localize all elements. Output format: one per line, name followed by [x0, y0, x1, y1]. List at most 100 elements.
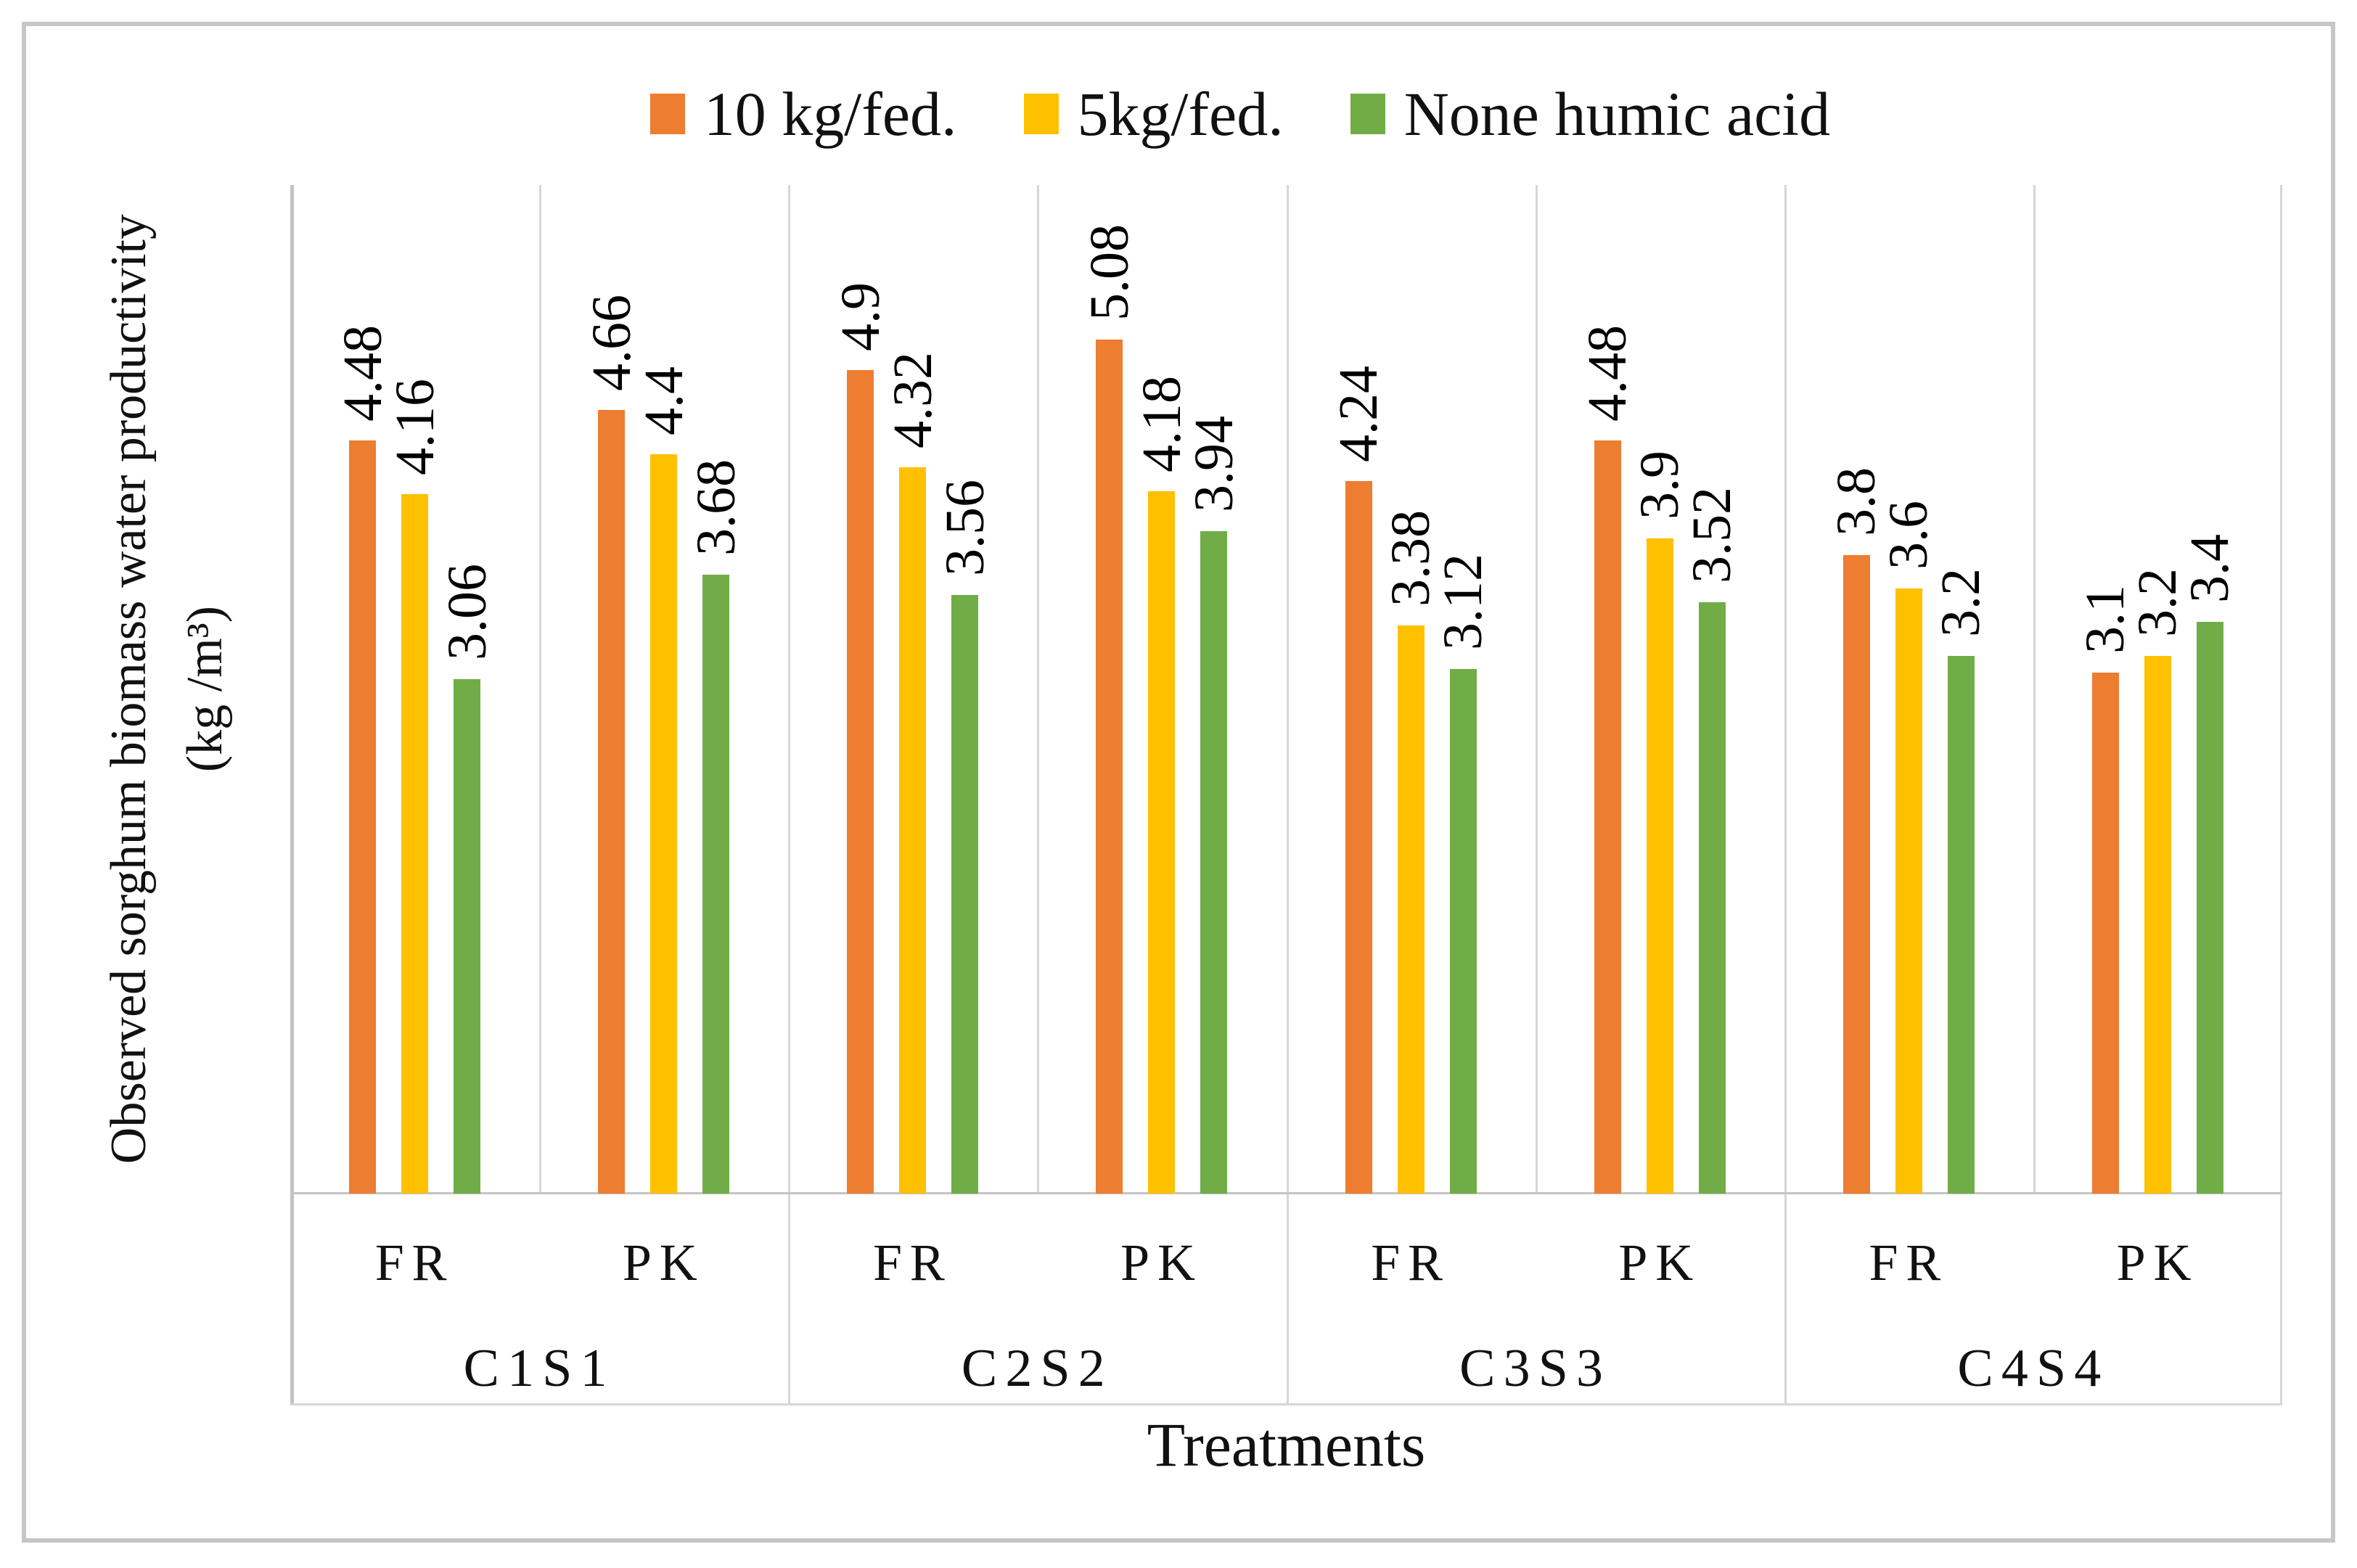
- x-axis: FR PK C1S1 FR PK C2S2 FR PK C3S3 FR PK C4S4: [290, 1194, 2282, 1405]
- plot-area: 4.48 4.16 3.06 4.66 4.4 3.68 4.9 4.32 3.56 5.08 4.…: [290, 185, 2282, 1194]
- legend: 10 kg/fed. 5kg/fed. None humic acid: [26, 83, 2331, 145]
- bar-value-label: 3.56: [934, 480, 996, 577]
- y-axis-title-text: Observed sorghum biomass water productiv…: [91, 214, 243, 1164]
- bar-slot: 3.9: [1629, 185, 1690, 1194]
- x-axis-cell-label: FR: [374, 1233, 455, 1292]
- bar-value-label: 3.9: [1629, 450, 1691, 520]
- bar-value-label: 5.08: [1078, 224, 1140, 321]
- bar-value-label: 3.68: [685, 459, 747, 557]
- bar-value-label: 3.2: [1930, 567, 1992, 637]
- bar-value-label: 3.4: [2179, 534, 2241, 604]
- bar-value-label: 3.38: [1380, 509, 1442, 607]
- bar-slot: 3.38: [1380, 185, 1441, 1194]
- bar-10 kg/fed.: [1345, 480, 1372, 1194]
- bar-value-label: 4.24: [1328, 365, 1390, 462]
- x-axis-cell-label: PK: [2116, 1233, 2200, 1292]
- bar-slot: 4.24: [1328, 185, 1389, 1194]
- bar-10 kg/fed.: [847, 369, 874, 1194]
- category-separator-line: [1286, 185, 1289, 1405]
- legend-swatch-icon: [1350, 94, 1385, 134]
- bar-slot: 4.48: [332, 185, 393, 1194]
- x-axis-group-label: C1S1: [463, 1338, 615, 1398]
- legend-item: 5kg/fed.: [1023, 79, 1284, 149]
- y-axis-title-line1: Observed sorghum biomass water productiv…: [101, 214, 157, 1165]
- bar-5kg/fed.: [401, 494, 429, 1194]
- bar-cell-C2S2-PK: 5.08 4.18 3.94: [1037, 185, 1286, 1194]
- category-separator-line: [539, 185, 542, 1194]
- bar-5kg/fed.: [1895, 588, 1922, 1194]
- x-axis-title: Treatments: [1147, 1410, 1426, 1479]
- legend-item: 10 kg/fed.: [649, 79, 957, 149]
- bar-slot: 3.2: [2127, 185, 2188, 1194]
- category-axis-bottom-line: [290, 1403, 2282, 1405]
- bar-10 kg/fed.: [349, 440, 377, 1194]
- y-axis-title: Observed sorghum biomass water productiv…: [58, 185, 276, 1194]
- bar-5kg/fed.: [2144, 655, 2171, 1194]
- bar-slot: 4.4: [634, 185, 694, 1194]
- bar-slot: 3.2: [1930, 185, 1991, 1194]
- bar-cell-C1S1-FR: 4.48 4.16 3.06: [290, 185, 539, 1194]
- category-separator-line: [2033, 185, 2036, 1194]
- bar-10 kg/fed.: [1594, 440, 1621, 1194]
- category-separator-line: [1037, 185, 1040, 1194]
- legend-label: 10 kg/fed.: [703, 79, 957, 149]
- bar-value-label: 4.32: [882, 352, 943, 449]
- bar-cell-C4S4-PK: 3.1 3.2 3.4: [2033, 185, 2282, 1194]
- bar-value-label: 3.8: [1826, 467, 1887, 536]
- bar-slot: 3.06: [437, 185, 498, 1194]
- bar-5kg/fed.: [899, 467, 927, 1194]
- x-axis-group: FR PK C2S2: [788, 1194, 1286, 1405]
- bar-value-label: 4.66: [581, 295, 642, 392]
- bar-cell-C2S2-FR: 4.9 4.32 3.56: [788, 185, 1037, 1194]
- bar-value-label: 3.06: [436, 564, 498, 661]
- bar-None humic acid: [1449, 669, 1477, 1194]
- y-axis-line: [290, 185, 294, 1405]
- bar-value-label: 3.6: [1878, 501, 1940, 570]
- bar-slot: 3.52: [1681, 185, 1742, 1194]
- bar-10 kg/fed.: [598, 410, 626, 1194]
- x-axis-group: FR PK C4S4: [1784, 1194, 2282, 1405]
- legend-item: None humic acid: [1350, 83, 1830, 145]
- bar-slot: 3.1: [2075, 185, 2136, 1194]
- legend-label: 5kg/fed.: [1077, 79, 1284, 149]
- bar-slot: 3.6: [1878, 185, 1939, 1194]
- bar-None humic acid: [2196, 622, 2223, 1194]
- category-separator-line: [1784, 185, 1787, 1405]
- bar-cell-C1S1-PK: 4.66 4.4 3.68: [539, 185, 788, 1194]
- bar-10 kg/fed.: [1842, 554, 1870, 1194]
- bar-None humic acid: [702, 575, 730, 1194]
- bar-value-label: 4.4: [633, 366, 694, 435]
- bar-slot: 3.8: [1826, 185, 1887, 1194]
- category-separator-line: [1535, 185, 1538, 1194]
- x-axis-group: FR PK C3S3: [1287, 1194, 1784, 1405]
- category-separator-line: [788, 185, 791, 1405]
- bar-value-label: 3.12: [1432, 554, 1494, 651]
- x-axis-cell-label: FR: [1869, 1233, 1949, 1292]
- bar-5kg/fed.: [650, 453, 678, 1194]
- bar-value-label: 4.18: [1131, 375, 1192, 472]
- y-axis-title-line2: (kg /m³): [177, 606, 233, 773]
- bar-10 kg/fed.: [2091, 672, 2119, 1194]
- x-axis-cell-label: PK: [622, 1233, 705, 1292]
- bar-None humic acid: [1200, 531, 1228, 1194]
- x-axis-cell-label: FR: [1371, 1233, 1451, 1292]
- bar-slot: 4.9: [830, 185, 891, 1194]
- bar-slot: 3.4: [2179, 185, 2240, 1194]
- bar-10 kg/fed.: [1096, 340, 1123, 1194]
- x-axis-cell-label: PK: [1120, 1233, 1203, 1292]
- bar-slot: 3.56: [935, 185, 996, 1194]
- bar-None humic acid: [454, 679, 481, 1194]
- bar-value-label: 3.2: [2127, 567, 2189, 637]
- bar-5kg/fed.: [1397, 625, 1425, 1194]
- x-axis-group-label: C3S3: [1459, 1338, 1612, 1398]
- x-axis-group-label: C4S4: [1957, 1338, 2110, 1398]
- bar-value-label: 3.1: [2075, 584, 2136, 654]
- x-axis-group-label: C2S2: [961, 1338, 1113, 1398]
- legend-label: None humic acid: [1403, 79, 1831, 149]
- bar-slot: 3.12: [1432, 185, 1493, 1194]
- legend-swatch-icon: [1023, 94, 1059, 134]
- x-axis-cell-label: FR: [872, 1233, 953, 1292]
- bar-None humic acid: [1698, 602, 1726, 1194]
- bar-slot: 4.48: [1577, 185, 1638, 1194]
